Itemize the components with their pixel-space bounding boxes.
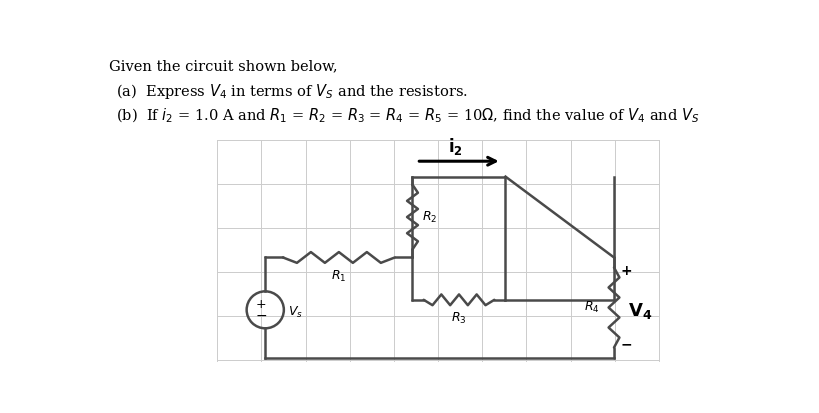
Text: $R_2$: $R_2$: [421, 209, 437, 225]
Text: $\mathbf{i_2}$: $\mathbf{i_2}$: [447, 135, 462, 157]
Text: (b)  If $i_2$ = 1.0 A and $R_1$ = $R_2$ = $R_3$ = $R_4$ = $R_5$ = 10$\Omega$, fi: (b) If $i_2$ = 1.0 A and $R_1$ = $R_2$ =…: [116, 107, 699, 125]
Text: +: +: [256, 298, 266, 311]
Text: $V_s$: $V_s$: [287, 304, 302, 320]
Text: $\mathbf{V_4}$: $\mathbf{V_4}$: [627, 301, 651, 321]
Text: $R_3$: $R_3$: [450, 311, 466, 326]
Text: $R_4$: $R_4$: [584, 300, 600, 315]
Text: +: +: [619, 263, 631, 278]
Text: (a)  Express $V_4$ in terms of $V_S$ and the resistors.: (a) Express $V_4$ in terms of $V_S$ and …: [116, 82, 468, 101]
Text: Given the circuit shown below,: Given the circuit shown below,: [109, 59, 337, 73]
Text: −: −: [619, 337, 631, 351]
Text: −: −: [256, 309, 267, 323]
Text: $R_1$: $R_1$: [331, 269, 346, 284]
